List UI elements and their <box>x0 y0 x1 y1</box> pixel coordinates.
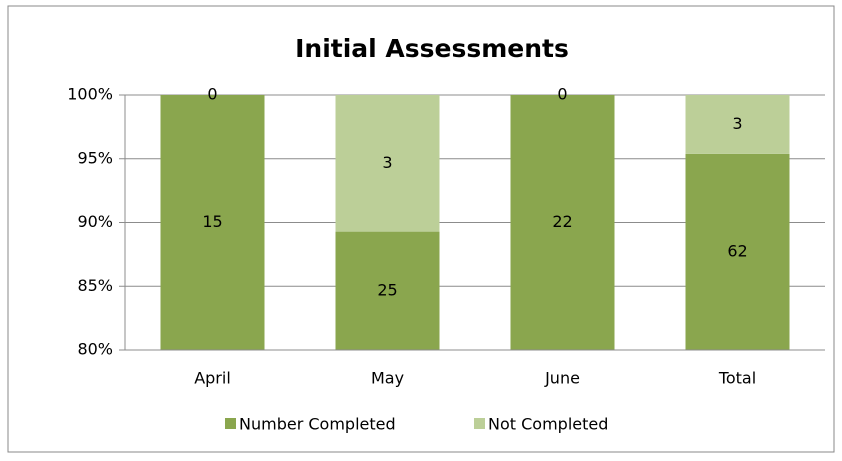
data-label: 3 <box>732 114 742 133</box>
x-tick-label: May <box>371 369 404 388</box>
x-tick-label: June <box>544 369 580 388</box>
data-label: 0 <box>207 85 217 104</box>
x-tick-label: April <box>194 369 231 388</box>
y-tick-label: 90% <box>77 212 113 231</box>
y-tick-label: 95% <box>77 148 113 167</box>
bar-segment <box>510 95 615 350</box>
legend-label: Number Completed <box>239 415 396 434</box>
y-tick-label: 85% <box>77 276 113 295</box>
legend-swatch <box>225 418 236 429</box>
y-tick-label: 100% <box>67 85 113 104</box>
bar-segment <box>335 231 440 350</box>
legend-swatch <box>474 418 485 429</box>
data-label: 0 <box>557 85 567 104</box>
data-label: 3 <box>382 153 392 172</box>
bar-segment <box>685 153 790 350</box>
data-label: 25 <box>377 280 397 299</box>
data-label: 15 <box>202 212 222 231</box>
legend-label: Not Completed <box>488 415 608 434</box>
bar-segment <box>160 95 265 350</box>
chart-title: Initial Assessments <box>295 34 569 63</box>
bar-segment <box>335 95 440 232</box>
x-tick-label: Total <box>718 369 756 388</box>
data-label: 22 <box>552 212 572 231</box>
data-label: 62 <box>727 241 747 260</box>
bar-segment <box>685 95 790 154</box>
y-tick-label: 80% <box>77 340 113 359</box>
